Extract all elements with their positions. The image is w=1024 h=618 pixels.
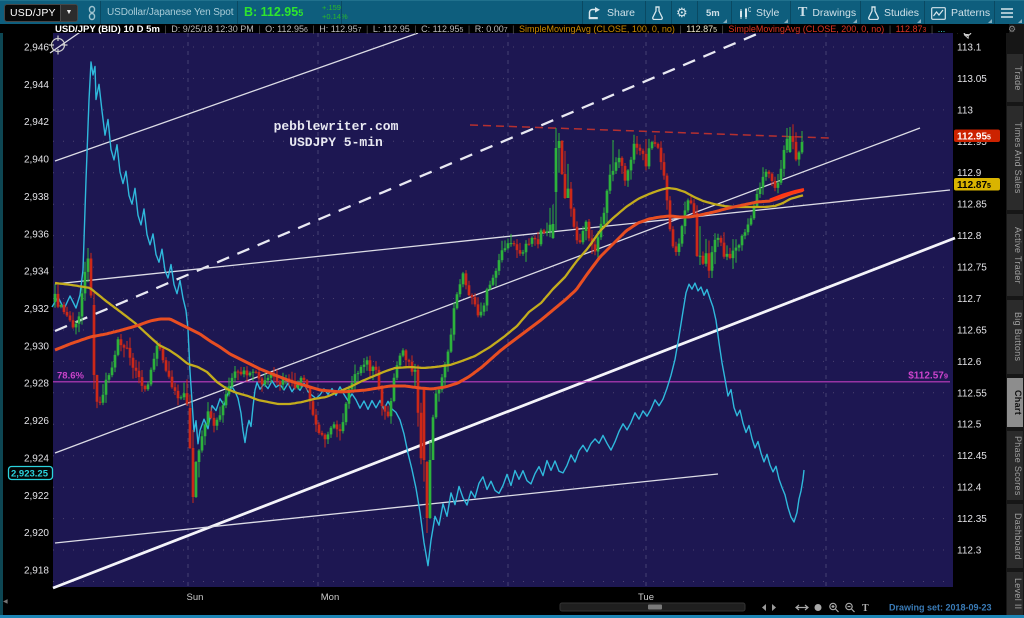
svg-text:112.65: 112.65 [957, 325, 987, 336]
svg-text:113.1: 113.1 [957, 43, 982, 54]
svg-text:112.45: 112.45 [957, 451, 987, 462]
svg-text:2,928: 2,928 [24, 379, 49, 390]
svg-text:T: T [862, 603, 869, 614]
svg-text:112.4: 112.4 [957, 483, 982, 494]
svg-text:112.3: 112.3 [957, 546, 982, 557]
svg-text:2,930: 2,930 [24, 341, 49, 352]
svg-text:2,926: 2,926 [24, 416, 49, 427]
svg-text:2,922: 2,922 [24, 491, 49, 502]
svg-text:112.9: 112.9 [957, 168, 982, 179]
svg-text:2,936: 2,936 [24, 229, 49, 240]
svg-text:2,920: 2,920 [24, 528, 49, 539]
svg-text:USDJPY 5-min: USDJPY 5-min [289, 135, 383, 150]
svg-text:2,923.25: 2,923.25 [11, 469, 49, 480]
svg-text:2,918: 2,918 [24, 566, 49, 577]
svg-text:112.5: 112.5 [957, 420, 982, 431]
svg-text:112.55: 112.55 [957, 388, 987, 399]
svg-text:◀: ◀ [3, 599, 8, 605]
svg-text:112.7: 112.7 [957, 294, 982, 305]
svg-text:112.35: 112.35 [957, 514, 987, 525]
svg-text:2,946: 2,946 [24, 43, 49, 54]
svg-text:pebblewriter.com: pebblewriter.com [274, 119, 399, 134]
svg-text:112.95: 112.95 [957, 137, 987, 148]
svg-text:2,944: 2,944 [24, 80, 49, 91]
svg-text:2,924: 2,924 [24, 453, 49, 464]
svg-text:78.6%: 78.6% [57, 371, 84, 382]
svg-text:Tue: Tue [638, 592, 654, 603]
svg-text:112.6: 112.6 [957, 357, 982, 368]
svg-text:112.85: 112.85 [957, 200, 987, 211]
svg-text:113.05: 113.05 [957, 74, 987, 85]
svg-text:113: 113 [957, 105, 973, 116]
svg-text:0: 0 [748, 7, 751, 14]
svg-text:2,942: 2,942 [24, 117, 49, 128]
svg-text:112.875: 112.875 [957, 180, 991, 191]
svg-text:Mon: Mon [321, 592, 339, 603]
svg-text:2,934: 2,934 [24, 267, 49, 278]
svg-text:2,938: 2,938 [24, 192, 49, 203]
svg-text:112.955: 112.955 [957, 132, 991, 143]
svg-text:Drawing set: 2018-09-23: Drawing set: 2018-09-23 [889, 603, 992, 613]
svg-text:112.8: 112.8 [957, 231, 982, 242]
svg-text:112.75: 112.75 [957, 263, 987, 274]
svg-text:Sun: Sun [187, 592, 204, 603]
svg-text:$112.579: $112.579 [908, 371, 948, 382]
svg-text:2,940: 2,940 [24, 155, 49, 166]
svg-text:2,932: 2,932 [24, 304, 49, 315]
